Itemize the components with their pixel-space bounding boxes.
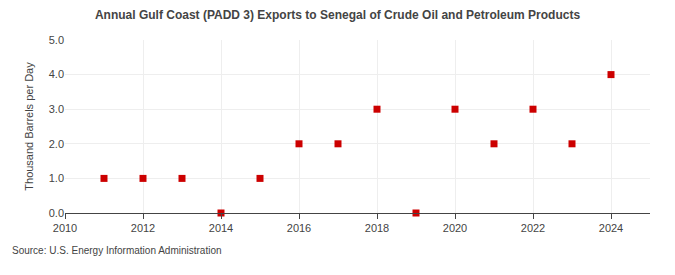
svg-text:2016: 2016 bbox=[287, 222, 311, 234]
svg-text:3.0: 3.0 bbox=[49, 103, 64, 115]
svg-text:4.0: 4.0 bbox=[49, 68, 64, 80]
svg-text:1.0: 1.0 bbox=[49, 172, 64, 184]
svg-text:Source: U.S. Energy Informatio: Source: U.S. Energy Information Administ… bbox=[12, 245, 222, 256]
svg-text:0.0: 0.0 bbox=[49, 207, 64, 219]
svg-text:Thousand Barrels per Day: Thousand Barrels per Day bbox=[23, 62, 35, 191]
svg-text:2012: 2012 bbox=[131, 222, 155, 234]
svg-text:5.0: 5.0 bbox=[49, 34, 64, 46]
svg-text:2024: 2024 bbox=[599, 222, 623, 234]
svg-text:2.0: 2.0 bbox=[49, 138, 64, 150]
svg-text:2014: 2014 bbox=[209, 222, 233, 234]
svg-text:2020: 2020 bbox=[443, 222, 467, 234]
svg-text:2022: 2022 bbox=[521, 222, 545, 234]
svg-text:Annual Gulf Coast (PADD 3) Exp: Annual Gulf Coast (PADD 3) Exports to Se… bbox=[95, 8, 580, 22]
svg-text:2018: 2018 bbox=[365, 222, 389, 234]
svg-text:2010: 2010 bbox=[53, 222, 77, 234]
